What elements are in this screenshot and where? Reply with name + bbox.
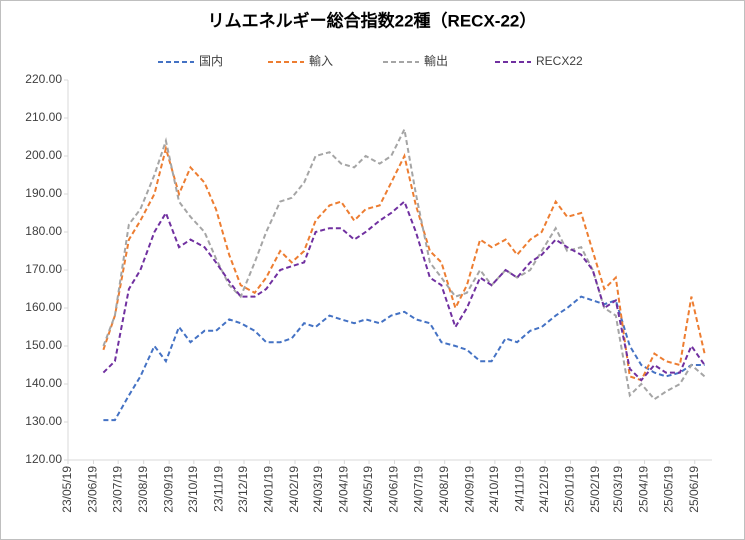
legend-label: 国内 — [199, 54, 223, 68]
y-tick-label: 140.00 — [25, 376, 62, 390]
x-tick-label: 25/04/19 — [637, 466, 651, 513]
x-tick-label: 24/03/19 — [311, 466, 325, 513]
legend-label: 輸入 — [309, 53, 333, 68]
x-tick-label: 24/02/19 — [287, 466, 301, 513]
x-tick-label: 24/08/19 — [437, 466, 451, 513]
y-tick-label: 200.00 — [25, 148, 62, 162]
x-tick-label: 23/06/19 — [86, 466, 100, 513]
x-tick-label: 24/11/19 — [513, 466, 527, 512]
x-tick-label: 24/10/19 — [487, 466, 501, 513]
y-tick-label: 120.00 — [25, 452, 62, 466]
series-line — [102, 126, 706, 401]
x-tick-label: 24/06/19 — [387, 466, 401, 513]
x-tick-label: 23/05/19 — [60, 466, 74, 513]
y-tick-label: 160.00 — [25, 300, 62, 314]
x-tick-label: 23/09/19 — [161, 466, 175, 513]
x-tick-label: 25/06/19 — [687, 466, 701, 513]
x-tick-label: 25/01/19 — [563, 466, 577, 513]
y-tick-label: 220.00 — [25, 72, 62, 86]
legend-label: RECX22 — [536, 54, 583, 68]
y-tick-label: 130.00 — [25, 414, 62, 428]
y-tick-label: 190.00 — [25, 186, 62, 200]
x-tick-label: 24/01/19 — [262, 466, 276, 513]
x-tick-label: 25/05/19 — [661, 466, 675, 513]
series-line — [102, 199, 706, 382]
x-tick-label: 24/12/19 — [537, 466, 551, 513]
y-tick-label: 170.00 — [25, 262, 62, 276]
legend-label: 輸出 — [424, 53, 448, 68]
x-tick-label: 25/03/19 — [611, 466, 625, 513]
x-tick-label: 25/02/19 — [588, 466, 602, 513]
x-tick-label: 24/04/19 — [337, 466, 351, 513]
y-tick-label: 150.00 — [25, 338, 62, 352]
x-tick-label: 23/07/19 — [110, 466, 124, 513]
x-tick-label: 24/07/19 — [411, 466, 425, 513]
series-line — [102, 144, 706, 382]
chart-title: リムエネルギー総合指数22種（RECX-22） — [208, 10, 537, 30]
series-line — [103, 295, 705, 422]
x-tick-label: 23/08/19 — [136, 466, 150, 513]
x-tick-label: 23/12/19 — [236, 466, 250, 513]
x-tick-label: 24/09/19 — [462, 466, 476, 513]
x-tick-label: 23/11/19 — [212, 466, 226, 512]
x-tick-label: 24/05/19 — [361, 466, 375, 513]
y-tick-label: 180.00 — [25, 224, 62, 238]
x-tick-label: 23/10/19 — [186, 466, 200, 513]
y-tick-label: 210.00 — [25, 110, 62, 124]
